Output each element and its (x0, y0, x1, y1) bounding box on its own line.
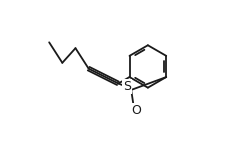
Text: O: O (131, 104, 141, 117)
Text: S: S (123, 80, 131, 93)
